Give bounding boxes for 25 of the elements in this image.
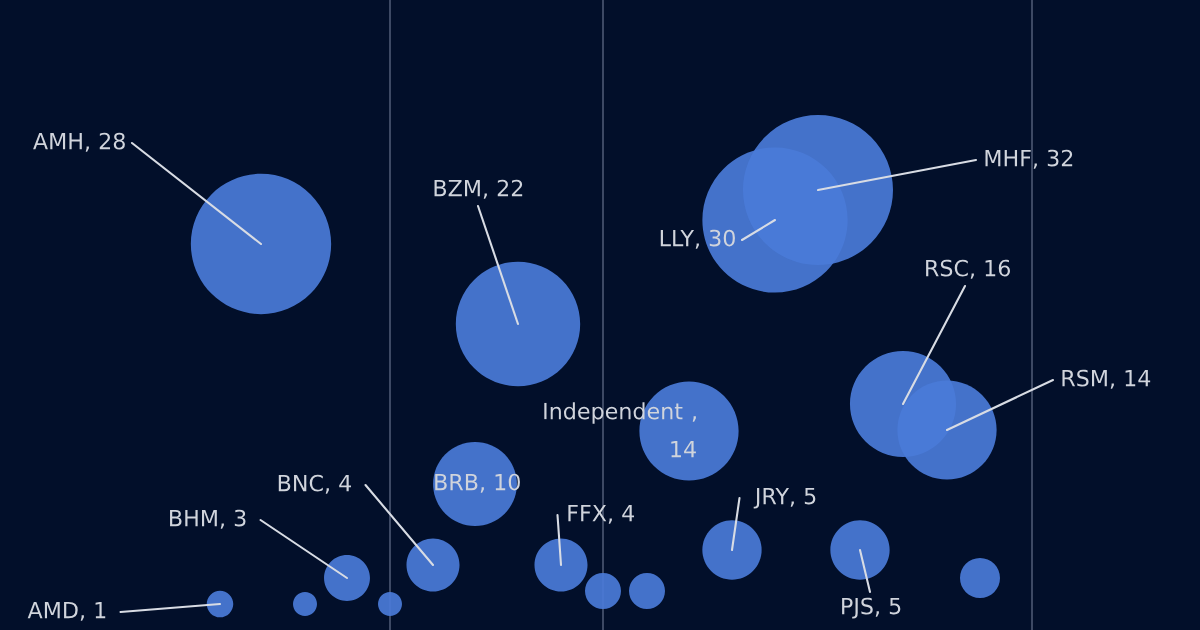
category-label: AMD	[27, 601, 78, 619]
data-label: , 3	[220, 509, 246, 529]
data-label: , 22	[483, 179, 523, 199]
category-label: BRB	[435, 473, 478, 491]
category-label: RSM	[1062, 369, 1107, 387]
category-label: PJS	[842, 597, 873, 619]
category-label: BHM	[170, 509, 217, 527]
data-label: , 32	[1033, 149, 1073, 169]
category-label: RSC	[926, 259, 968, 277]
category-label: LLY	[660, 229, 695, 247]
data-label: , 28	[85, 132, 125, 152]
category-label: MHF	[985, 149, 1031, 167]
category-label: FFX	[568, 504, 607, 522]
data-label: , 14	[1110, 369, 1151, 389]
data-label: , 30	[695, 229, 735, 249]
data-label: , 4	[325, 474, 352, 494]
category-label: AMH	[33, 132, 82, 150]
category-label: JRY	[753, 487, 790, 509]
data-label: , 4	[608, 504, 635, 524]
data-label: , 5	[875, 597, 901, 617]
data-label: , 1	[80, 601, 106, 621]
data-label: , 16	[970, 259, 1011, 279]
data-label: , 5	[790, 487, 816, 507]
category-label: BZM	[434, 179, 480, 197]
category-label: BNC	[278, 474, 323, 492]
